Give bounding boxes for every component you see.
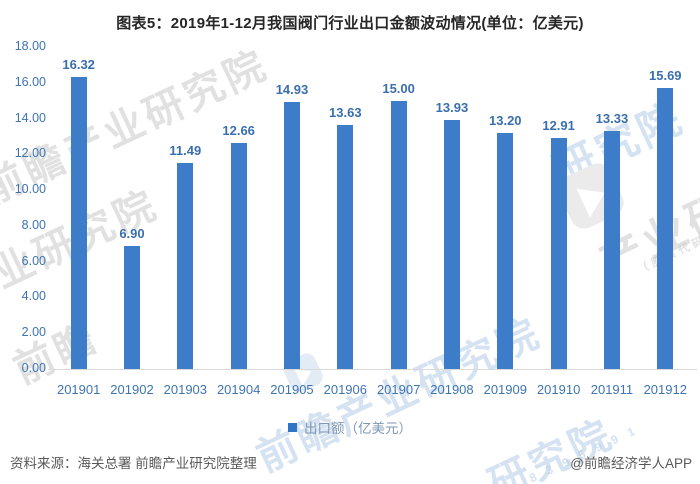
chart-title: 图表5：2019年1-12月我国阀门行业出口金额波动情况(单位：亿美元) <box>116 15 584 32</box>
bar-column: 13.20 <box>479 47 532 369</box>
y-tick-label: 18.00 <box>14 39 46 53</box>
x-axis-labels: 201901 201902 201903 201904 201905 201906 2019… <box>52 382 692 397</box>
bar-201904 <box>230 143 247 369</box>
bar-201909 <box>497 133 514 369</box>
bar-column: 15.00 <box>372 47 425 369</box>
value-label: 13.20 <box>489 113 522 128</box>
value-label: 13.93 <box>435 100 469 115</box>
bar-column: 11.49 <box>159 47 212 369</box>
x-tick-label: 201907 <box>376 382 421 397</box>
x-tick-label: 201905 <box>270 382 314 397</box>
x-tick-label: 201904 <box>216 382 261 397</box>
y-tick-label: 4.00 <box>21 289 46 304</box>
value-label: 16.32 <box>62 57 95 72</box>
bar-201902 <box>123 246 140 369</box>
legend-marker-square <box>288 422 297 432</box>
bar-column: 12.91 <box>532 47 585 369</box>
bar-201912 <box>657 88 674 369</box>
x-tick-label: 201902 <box>110 382 154 397</box>
source-note: 资料来源：海关总署 前瞻产业研究院整理 <box>10 456 257 471</box>
bar-201908 <box>443 120 460 369</box>
value-label: 15.69 <box>648 68 682 83</box>
bar-column: 16.32 <box>52 47 105 369</box>
x-tick-label: 201911 <box>590 382 634 397</box>
y-tick-label: 0.00 <box>21 361 46 375</box>
footer: 资料来源：海关总署 前瞻产业研究院整理 @前瞻经济学人APP <box>10 452 692 472</box>
x-tick-label: 201912 <box>643 382 687 397</box>
y-tick-label: 14.00 <box>14 110 46 125</box>
bar-201911 <box>603 131 620 369</box>
y-tick-label: 10.00 <box>14 182 46 197</box>
legend: 出口额（亿美元） <box>0 417 700 437</box>
value-label: 14.93 <box>275 82 309 97</box>
bar-column: 13.33 <box>585 47 638 369</box>
y-tick-label: 6.00 <box>21 253 46 268</box>
y-tick-label: 8.00 <box>21 217 46 232</box>
y-tick-label: 2.00 <box>21 325 46 340</box>
bar-201905 <box>283 102 300 369</box>
plot-area: 16.32 6.90 11.49 12.66 14.93 13.63 15.00 13.93 1… <box>52 47 692 369</box>
legend-label: 出口额（亿美元） <box>304 421 412 436</box>
bar-201907 <box>390 101 407 369</box>
x-tick-label: 201906 <box>323 382 367 397</box>
x-axis-line <box>48 369 697 370</box>
bar-column: 6.90 <box>105 47 158 369</box>
x-tick-label: 201903 <box>163 382 208 397</box>
bar-column: 13.63 <box>319 47 372 369</box>
value-label: 13.63 <box>329 105 362 120</box>
bar-201906 <box>337 125 354 369</box>
bar-column: 13.93 <box>425 47 478 369</box>
bar-column: 15.69 <box>639 47 692 369</box>
x-tick-label: 201908 <box>430 382 474 397</box>
x-tick-label: 201901 <box>56 382 101 397</box>
value-label: 13.33 <box>595 111 629 126</box>
value-label: 15.00 <box>382 81 415 96</box>
value-label: 12.66 <box>222 123 255 138</box>
x-tick-label: 201910 <box>536 382 581 397</box>
bar-201903 <box>177 163 194 369</box>
value-label: 12.91 <box>542 118 575 133</box>
value-label: 11.49 <box>169 143 202 158</box>
y-tick-label: 12.00 <box>14 146 46 161</box>
x-tick-label: 201909 <box>483 382 527 397</box>
bar-201910 <box>550 138 567 369</box>
bar-column: 12.66 <box>212 47 265 369</box>
bar-column: 14.93 <box>265 47 318 369</box>
value-label: 6.90 <box>119 226 145 241</box>
app-credit: @前瞻经济学人APP <box>570 456 692 471</box>
bar-201901 <box>70 77 87 369</box>
y-tick-label: 16.00 <box>14 74 46 89</box>
